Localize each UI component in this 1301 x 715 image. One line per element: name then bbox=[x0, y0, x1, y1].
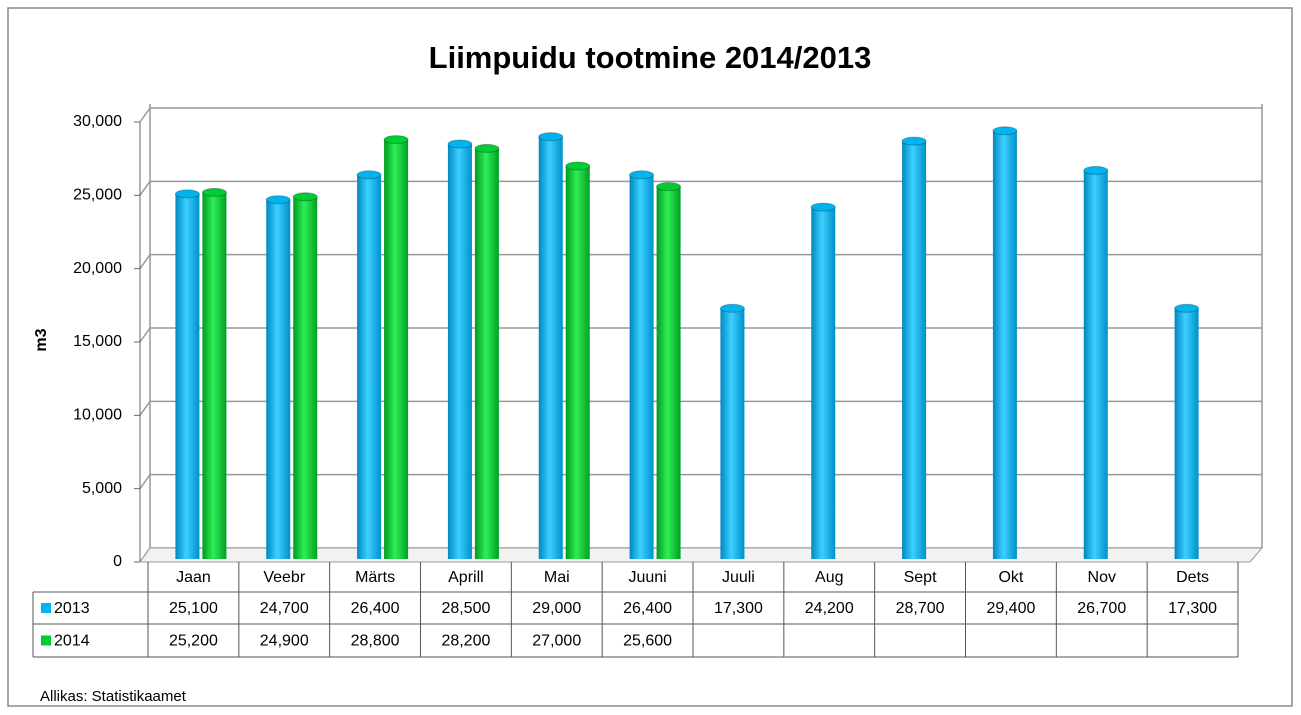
bar-top bbox=[1174, 303, 1200, 313]
table-value: 27,000 bbox=[532, 633, 581, 650]
table-value: 28,200 bbox=[441, 633, 490, 650]
legend-label: 2013 bbox=[54, 600, 90, 617]
bar-top bbox=[810, 202, 836, 212]
x-tick-label: Nov bbox=[1088, 569, 1116, 586]
x-tick-label: Aug bbox=[815, 569, 843, 586]
bar-top bbox=[1083, 165, 1109, 175]
bar bbox=[266, 199, 291, 559]
chart-title: Liimpuidu tootmine 2014/2013 bbox=[429, 40, 872, 75]
bar bbox=[1174, 308, 1199, 559]
bar bbox=[629, 174, 654, 560]
bar-top bbox=[447, 139, 473, 149]
bar bbox=[293, 196, 318, 560]
y-tick-label: 30,000 bbox=[73, 113, 122, 130]
y-tick-label: 0 bbox=[113, 553, 122, 570]
y-axis-label: m3 bbox=[33, 328, 50, 351]
x-tick-label: Sept bbox=[904, 569, 937, 586]
bar-top bbox=[292, 192, 318, 202]
source: Allikas: Statistikaamet bbox=[40, 688, 187, 705]
bar bbox=[447, 144, 472, 559]
table-value: 25,100 bbox=[169, 600, 218, 617]
y-tick-label: 10,000 bbox=[73, 407, 122, 424]
bar-top bbox=[356, 170, 382, 180]
x-tick-label: Okt bbox=[998, 569, 1023, 586]
x-tick-label: Juuli bbox=[722, 569, 755, 586]
bar-top bbox=[201, 187, 227, 197]
bar-top bbox=[538, 132, 564, 142]
x-tick-label: Jaan bbox=[176, 569, 211, 586]
bar bbox=[538, 136, 563, 559]
legend-swatch bbox=[41, 635, 51, 646]
table-value: 26,700 bbox=[1077, 600, 1126, 617]
table-value: 17,300 bbox=[714, 600, 763, 617]
grid-line bbox=[139, 180, 151, 196]
table-value: 24,700 bbox=[260, 600, 309, 617]
bar-top bbox=[719, 303, 745, 313]
grid-line bbox=[139, 107, 151, 123]
bar-top bbox=[656, 182, 682, 192]
table-value: 29,000 bbox=[532, 600, 581, 617]
bar-top bbox=[901, 136, 927, 146]
bar bbox=[202, 192, 227, 559]
bar bbox=[384, 139, 409, 559]
bar bbox=[175, 193, 200, 559]
bar-top bbox=[992, 126, 1018, 136]
y-tick-label: 5,000 bbox=[82, 480, 122, 497]
grid-line bbox=[139, 254, 151, 270]
table-value: 24,200 bbox=[805, 600, 854, 617]
y-tick-label: 20,000 bbox=[73, 260, 122, 277]
table-value: 25,200 bbox=[169, 633, 218, 650]
grid-line bbox=[139, 474, 151, 490]
bar bbox=[720, 308, 745, 559]
bar-top bbox=[174, 189, 200, 199]
grid-line bbox=[139, 327, 151, 343]
bar-top bbox=[565, 161, 591, 171]
bar bbox=[902, 141, 927, 560]
x-tick-label: Juuni bbox=[628, 569, 666, 586]
x-tick-label: Märts bbox=[355, 569, 395, 586]
y-tick-label: 15,000 bbox=[73, 333, 122, 350]
bar bbox=[811, 207, 836, 560]
table-value: 26,400 bbox=[623, 600, 672, 617]
bar-top bbox=[383, 135, 409, 145]
x-tick-label: Veebr bbox=[263, 569, 305, 586]
bar bbox=[656, 186, 681, 560]
table-value: 25,600 bbox=[623, 633, 672, 650]
bar bbox=[565, 166, 590, 559]
x-tick-label: Mai bbox=[544, 569, 570, 586]
table-value: 17,300 bbox=[1168, 600, 1217, 617]
bar-top bbox=[629, 170, 655, 180]
grid-line bbox=[139, 400, 151, 416]
bar bbox=[1083, 170, 1108, 559]
legend-label: 2014 bbox=[54, 633, 90, 650]
table-value: 28,500 bbox=[441, 600, 490, 617]
legend-swatch bbox=[41, 603, 51, 613]
x-tick-label: Dets bbox=[1176, 569, 1209, 586]
bar-top bbox=[265, 195, 291, 205]
table-value: 26,400 bbox=[351, 600, 400, 617]
table-value: 28,800 bbox=[351, 633, 400, 650]
bar-top bbox=[474, 143, 500, 153]
x-tick-label: Aprill bbox=[448, 569, 484, 586]
bar bbox=[357, 174, 382, 560]
y-tick-label: 25,000 bbox=[73, 187, 122, 204]
bar bbox=[992, 130, 1017, 560]
table-value: 29,400 bbox=[986, 600, 1035, 617]
table-value: 28,700 bbox=[896, 600, 945, 617]
table-value: 24,900 bbox=[260, 633, 309, 650]
floor bbox=[139, 547, 1264, 563]
bar bbox=[474, 148, 499, 559]
